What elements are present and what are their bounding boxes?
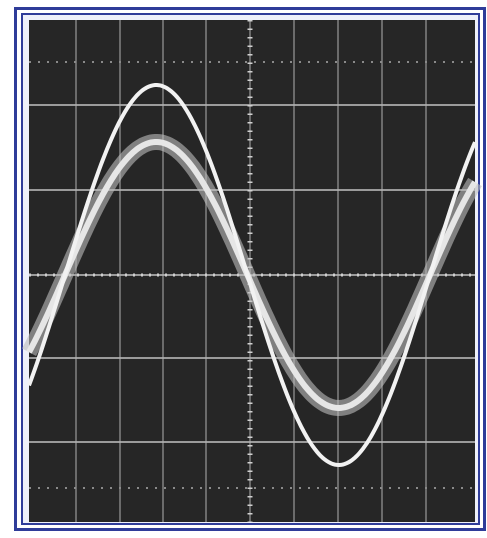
oscilloscope-photo [0,0,487,538]
page: (() => { JSON.parse(document.getElementB… [0,0,487,538]
